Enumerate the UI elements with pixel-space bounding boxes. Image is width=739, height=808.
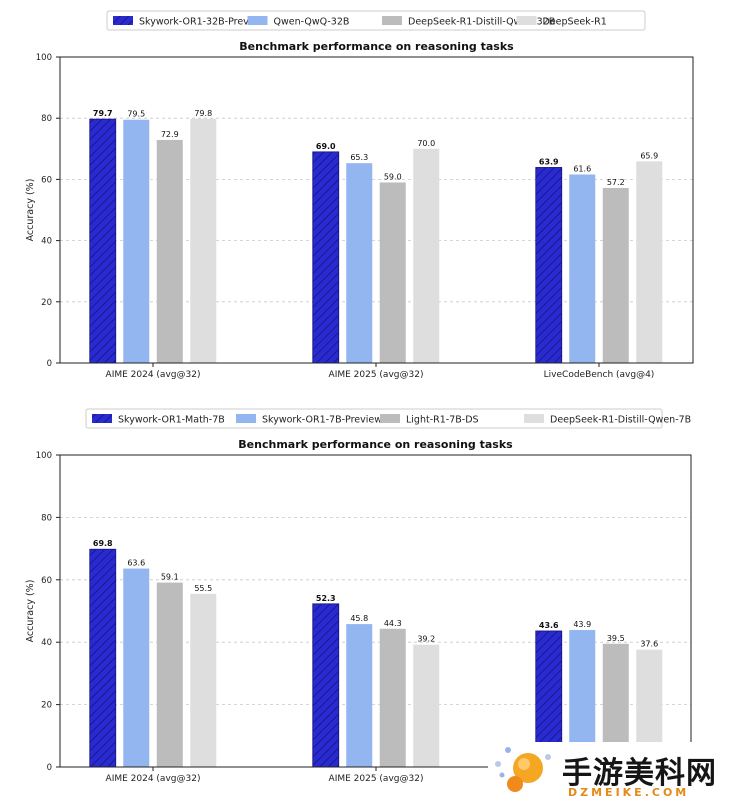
plot-frame	[59, 454, 692, 768]
bar-value-label: 45.8	[350, 614, 368, 623]
legend-box	[85, 408, 663, 429]
bar	[89, 118, 117, 364]
bar-value-label: 63.9	[539, 157, 559, 166]
legend-swatch	[380, 414, 400, 423]
y-tick-label: 80	[41, 513, 52, 523]
legend-entry: Skywork-OR1-7B-Preview	[262, 415, 382, 426]
bar	[379, 182, 406, 363]
bar	[123, 119, 150, 363]
bar-value-label: 57.2	[607, 178, 625, 187]
y-tick-label: 40	[41, 638, 52, 648]
x-tick-label: LiveCodeBench (avg@4)	[544, 370, 655, 380]
bar-value-label: 52.3	[316, 594, 336, 603]
legend-entry: DeepSeek-R1-Distill-Qwen-7B	[550, 415, 691, 426]
y-tick-label: 100	[36, 53, 52, 63]
legend-swatch	[524, 414, 544, 423]
legend: Skywork-OR1-Math-7B Skywork-OR1-7B-Previe…	[85, 408, 691, 429]
bar	[413, 644, 440, 767]
bar-value-label: 70.0	[417, 139, 435, 148]
bar-value-label: 44.3	[384, 619, 402, 628]
x-tick-label: AIME 2024 (avg@32)	[106, 774, 201, 784]
bar-value-label: 79.5	[127, 110, 145, 119]
orange-ball-logo-icon	[495, 747, 551, 792]
bar-value-label: 55.5	[194, 584, 212, 593]
y-tick-label: 0	[47, 763, 52, 773]
bar	[89, 548, 117, 768]
y-tick-label: 20	[41, 701, 52, 711]
bar-value-label: 37.6	[640, 640, 658, 649]
legend-entry: DeepSeek-R1	[543, 17, 607, 28]
bar-value-label: 79.8	[194, 109, 212, 118]
y-tick-label: 60	[41, 576, 52, 586]
bar	[346, 624, 373, 767]
y-axis-label: Accuracy (%)	[25, 179, 36, 242]
chart-title: Benchmark performance on reasoning tasks	[239, 40, 514, 53]
legend-entry: DeepSeek-R1-Distill-Qwen-32B	[408, 17, 555, 28]
bar-value-label: 43.9	[573, 620, 591, 629]
bar	[312, 603, 340, 768]
bar	[346, 163, 373, 363]
bar	[569, 174, 596, 363]
bar-value-label: 65.9	[640, 151, 658, 160]
legend-swatch	[516, 16, 537, 25]
legend-swatch	[236, 414, 256, 423]
watermark-cn-text: 手游美科网	[562, 756, 717, 791]
x-tick-label: AIME 2025 (avg@32)	[329, 774, 424, 784]
legend-entry: Qwen-QwQ-32B	[274, 17, 350, 28]
bar-value-label: 39.2	[417, 635, 435, 644]
bar-value-label: 43.6	[539, 621, 559, 630]
y-axis-label: Accuracy (%)	[25, 580, 36, 643]
legend-swatch	[247, 16, 268, 25]
bar	[190, 593, 217, 767]
chart-bottom: Skywork-OR1-Math-7B Skywork-OR1-7B-Previe…	[25, 408, 692, 784]
legend: Skywork-OR1-32B-Preview Qwen-QwQ-32B DeepS…	[106, 10, 646, 31]
y-tick-label: 0	[47, 359, 52, 369]
legend-swatch	[382, 16, 402, 25]
bar-value-label: 69.8	[93, 539, 113, 548]
chart-title: Benchmark performance on reasoning tasks	[238, 438, 513, 451]
bar	[123, 568, 150, 767]
bar-value-label: 61.6	[573, 165, 591, 174]
legend-entry: Skywork-OR1-Math-7B	[118, 415, 225, 426]
bar-value-label: 59.1	[161, 573, 179, 582]
bar	[312, 151, 340, 364]
bar-value-label: 65.3	[350, 153, 368, 162]
bar	[156, 139, 183, 363]
y-tick-label: 100	[36, 451, 52, 461]
bar-value-label: 72.9	[161, 130, 179, 139]
bar	[379, 628, 406, 767]
legend-entry: Light-R1-7B-DS	[406, 415, 479, 426]
y-tick-label: 20	[41, 298, 52, 308]
bar-value-label: 63.6	[127, 559, 145, 568]
legend-swatch	[92, 414, 112, 423]
bar-value-label: 59.0	[384, 172, 402, 181]
legend-entry: Skywork-OR1-32B-Preview	[139, 17, 265, 28]
bar	[413, 148, 440, 363]
bar	[602, 187, 629, 363]
bar-value-label: 69.0	[316, 142, 336, 151]
plot-frame	[59, 56, 694, 364]
watermark: 手游美科网 DZMEIKE.COM	[488, 742, 739, 804]
y-tick-label: 80	[41, 114, 52, 124]
x-tick-label: AIME 2024 (avg@32)	[106, 370, 201, 380]
bar	[156, 582, 183, 767]
legend-box	[106, 10, 646, 31]
bar	[190, 118, 217, 363]
legend-swatch	[113, 16, 133, 25]
bar	[535, 167, 563, 364]
bar	[636, 161, 663, 363]
bar-value-label: 79.7	[93, 109, 113, 118]
chart-top: Skywork-OR1-32B-Preview Qwen-QwQ-32B DeepS…	[25, 10, 694, 380]
y-tick-label: 40	[41, 237, 52, 247]
x-tick-label: AIME 2025 (avg@32)	[329, 370, 424, 380]
bar-value-label: 39.5	[607, 634, 625, 643]
watermark-en-text: DZMEIKE.COM	[568, 786, 690, 799]
y-tick-label: 60	[41, 175, 52, 185]
